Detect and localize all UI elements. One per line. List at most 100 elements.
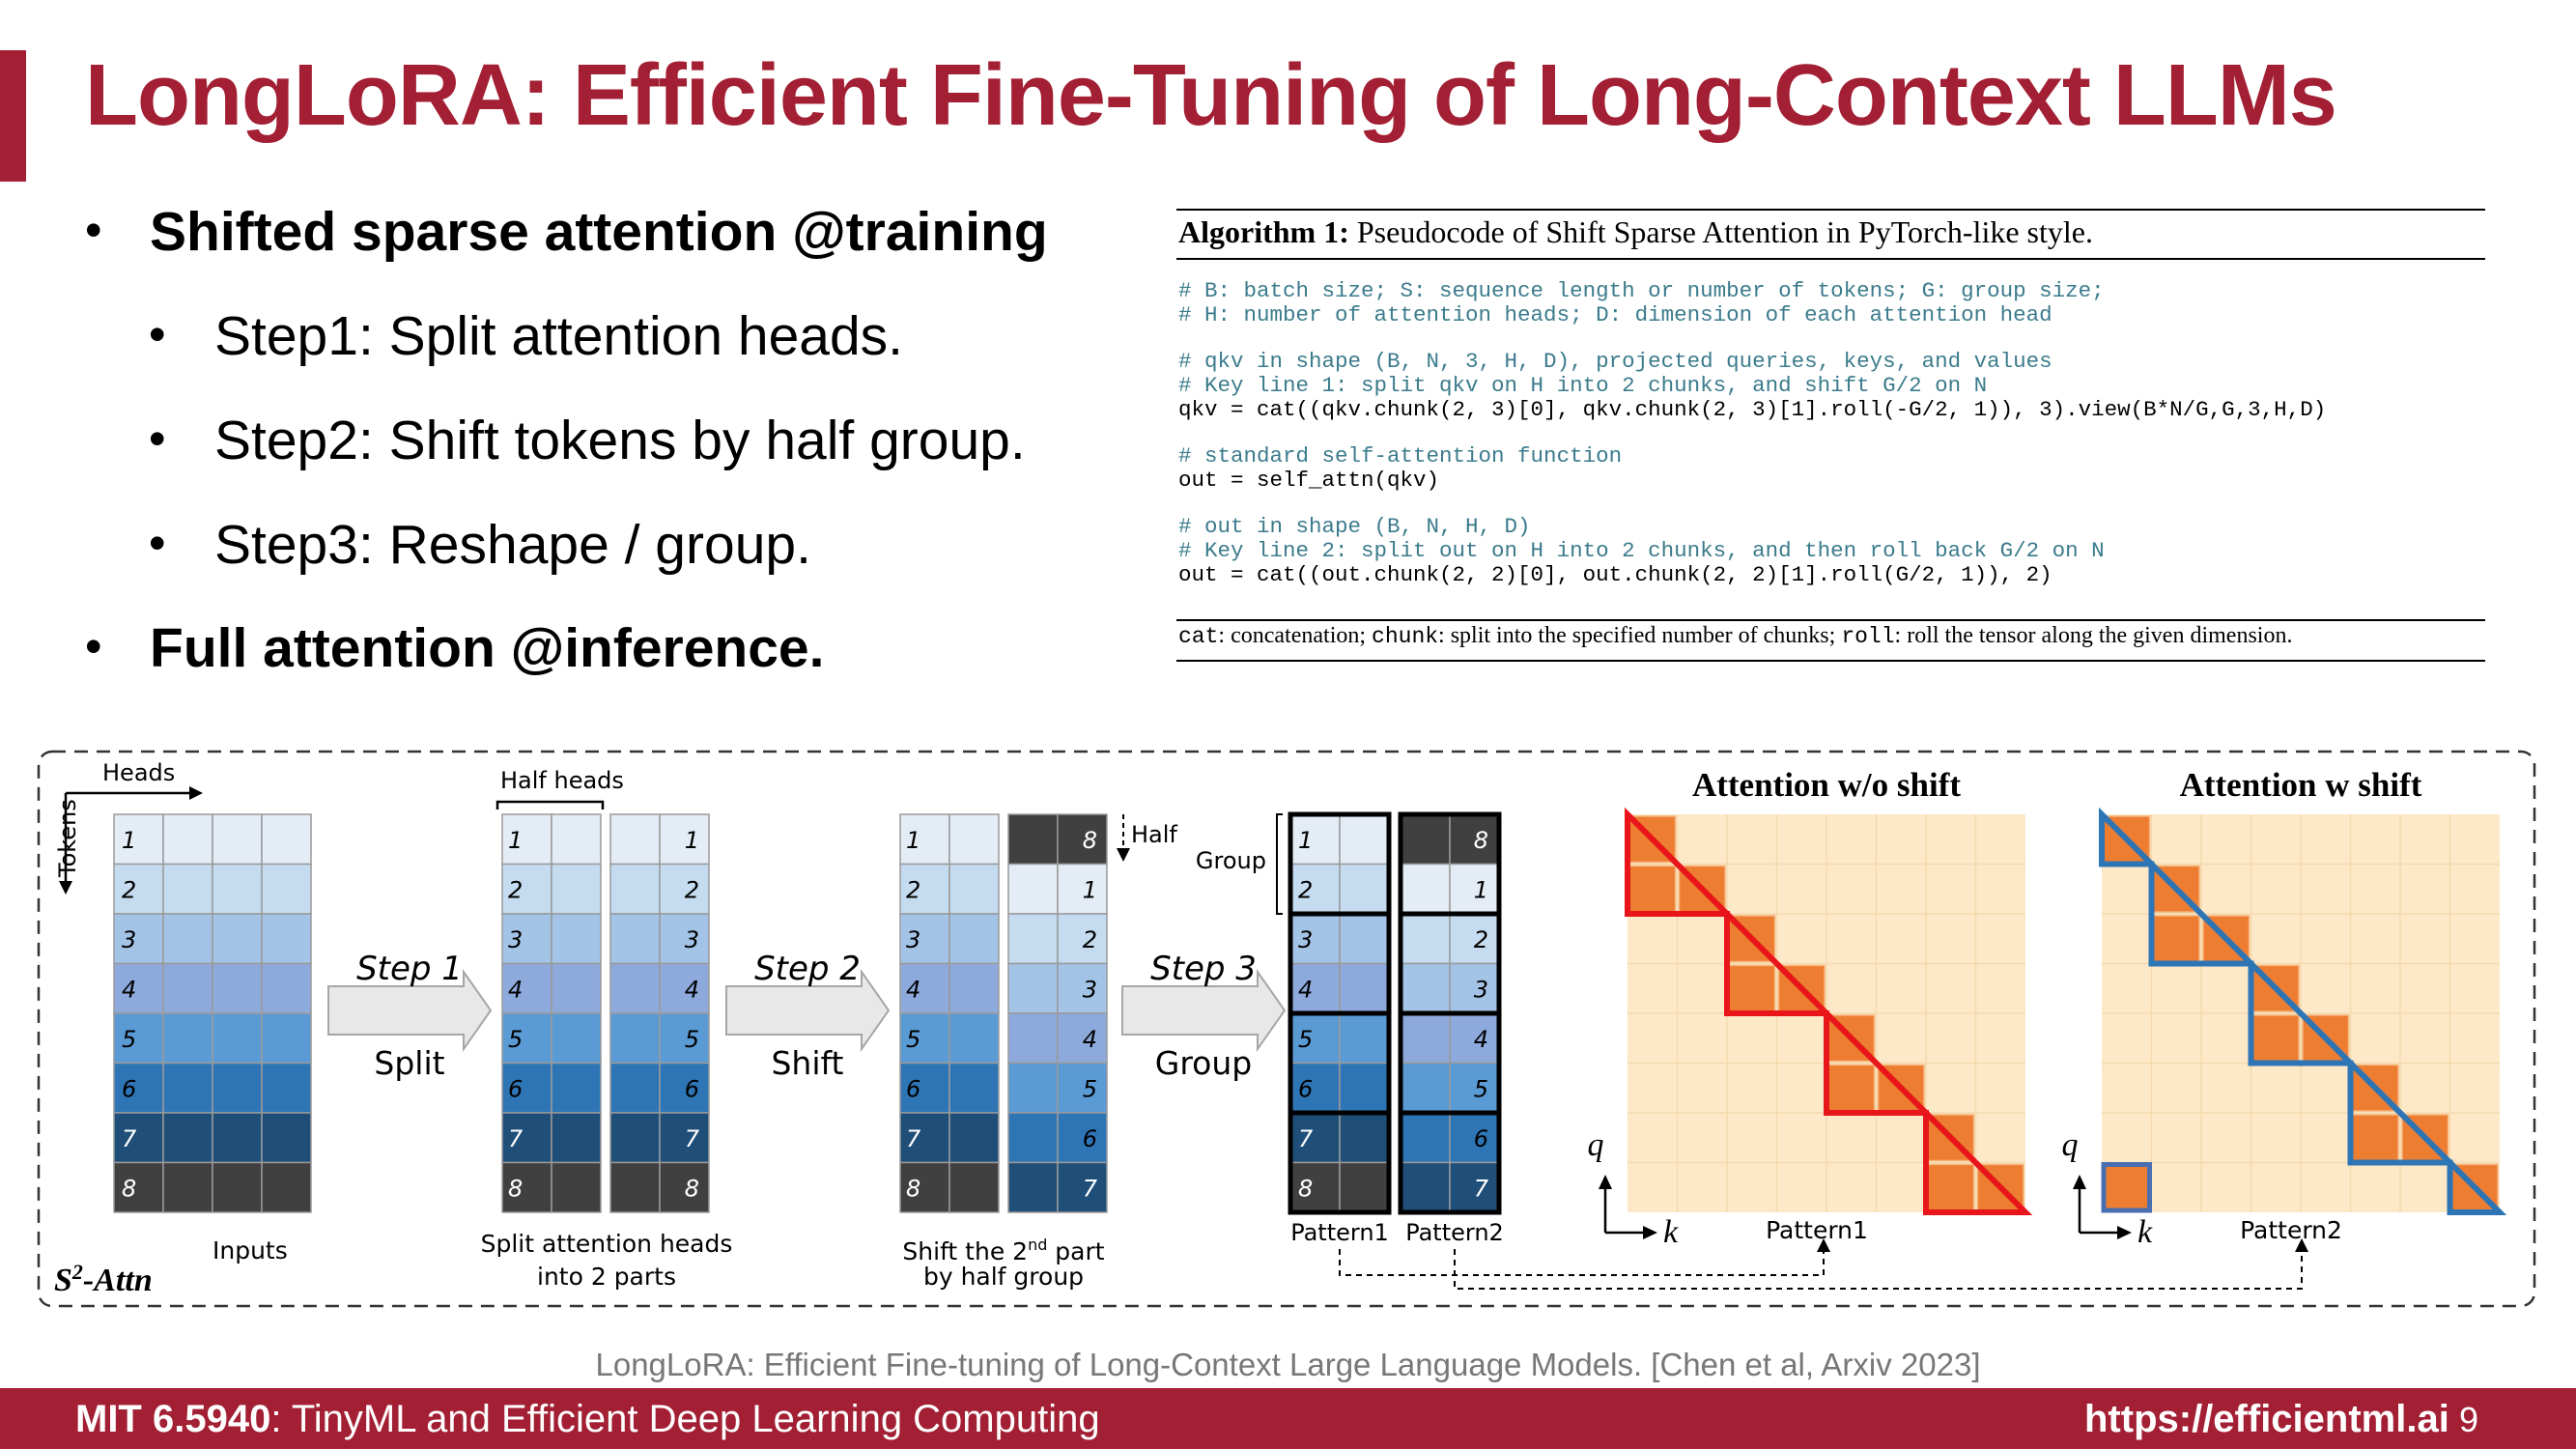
token-index-label: 2 (122, 877, 136, 904)
split-right-cell (659, 1161, 710, 1213)
pattern2-outline (2099, 807, 2507, 1215)
shift-right-cell (1007, 1161, 1059, 1213)
group-left-block (1288, 1110, 1392, 1215)
algorithm-footnote: cat: concatenation; chunk: split into th… (1178, 623, 2292, 649)
code-comment-line: # qkv in shape (B, N, 3, H, D), projecte… (1178, 349, 2052, 374)
token-index-label: 7 (906, 1125, 921, 1152)
token-index-label: 7 (685, 1125, 700, 1152)
token-index-label: 8 (1083, 827, 1097, 854)
group-label: Group (1196, 847, 1266, 874)
group-right-cell (1400, 1062, 1451, 1114)
footnote-term: chunk (1372, 624, 1439, 649)
token-index-label: 5 (685, 1026, 699, 1053)
split-right-cell (609, 1161, 661, 1213)
group-left-cell (1339, 962, 1390, 1014)
input-token-cell (162, 863, 213, 915)
k-axis-arrowhead (2117, 1226, 2132, 1239)
step-arrow (725, 968, 891, 1053)
token-index-label: 5 (508, 1026, 523, 1053)
attention-active-cell (1728, 964, 1776, 1012)
token-index-label: 5 (1474, 1076, 1488, 1103)
split-left-cell (551, 1062, 602, 1114)
attention-active-cell (2251, 1014, 2300, 1063)
attention-active-cell (2351, 1114, 2399, 1162)
input-token-cell (261, 813, 312, 866)
algo-top-rule (1176, 209, 2485, 211)
inputs-caption: Inputs (212, 1236, 288, 1264)
shift-right-cell (1007, 913, 1059, 965)
input-token-cell (261, 1062, 312, 1114)
input-token-cell (261, 1112, 312, 1164)
input-token-cell (212, 962, 263, 1014)
token-index-label: 6 (1474, 1125, 1488, 1152)
token-index-label: 4 (685, 977, 699, 1004)
shift-right-cell (1057, 863, 1108, 915)
split-right-cell (659, 913, 710, 965)
s2-attn-sup: 2 (71, 1260, 83, 1284)
token-index-label: 7 (1474, 1176, 1489, 1203)
footer-course: MIT 6.5940: TinyML and Efficient Deep Le… (75, 1398, 1100, 1441)
token-index-label: 8 (1474, 827, 1488, 854)
footer-course-code: MIT 6.5940 (75, 1398, 271, 1440)
token-index-label: 4 (1083, 1026, 1097, 1053)
token-index-label: 2 (1298, 877, 1313, 904)
figure-svg: Heads Tokens 1 2 3 4 5 6 7 8 Inputs Step 1 Split Step… (37, 750, 2536, 1308)
shift-right-cell (1057, 1161, 1108, 1213)
shift-left-cell (948, 1012, 1000, 1065)
shift-right-cell (1057, 913, 1108, 965)
token-index-label: 3 (906, 926, 920, 953)
shift-left-cell (948, 1112, 1000, 1164)
group-left-cell (1339, 1012, 1390, 1065)
token-index-label: 1 (508, 827, 523, 854)
pattern2-connector (1454, 1249, 2303, 1290)
shift-right-cell (1057, 813, 1108, 866)
split-caption-line1: Split attention heads (481, 1230, 733, 1258)
code-comment-line: # H: number of attention heads; D: dimen… (1178, 302, 2052, 327)
shift-left-cell (948, 863, 1000, 915)
group-left-cell (1339, 1161, 1390, 1213)
pattern2-corner-cell (2101, 1162, 2152, 1213)
pattern2-connector-arrowhead (2295, 1238, 2308, 1252)
shift-caption-pre: Shift the 2 (902, 1237, 1028, 1265)
heads-axis-arrowhead (189, 786, 203, 800)
q-axis-label: q (1588, 1127, 1604, 1163)
input-token-cell (162, 1012, 213, 1065)
input-token-cell (162, 913, 213, 965)
token-index-label: 4 (122, 977, 136, 1004)
group-right-cell (1400, 1161, 1451, 1213)
group-pattern2-label: Pattern2 (1405, 1219, 1504, 1246)
input-token-cell (162, 1112, 213, 1164)
token-index-label: 4 (508, 977, 523, 1004)
bullet-item: Step2: Shift tokens by half group. (214, 410, 1026, 471)
algorithm-label: Algorithm 1: (1178, 214, 1349, 249)
step-name-label: Step 1 (356, 950, 463, 988)
code-comment-line: # B: batch size; S: sequence length or n… (1178, 278, 2105, 303)
shift-right-cell (1057, 1062, 1108, 1114)
split-right-cell (609, 1112, 661, 1164)
token-index-label: 1 (122, 827, 136, 854)
q-axis-label: q (2062, 1127, 2079, 1163)
shift-left-cell (948, 813, 1000, 866)
split-right-cell (659, 962, 710, 1014)
group-right-cell (1400, 1012, 1451, 1065)
token-index-label: 8 (685, 1176, 699, 1203)
bullet-item: Step1: Split attention heads. (214, 305, 904, 367)
split-right-cell (659, 1062, 710, 1114)
code-comment-line: # Key line 1: split qkv on H into 2 chun… (1178, 373, 1988, 398)
footer-url-link[interactable]: https://efficientml.ai (2084, 1398, 2449, 1440)
input-token-cell (261, 962, 312, 1014)
token-index-label: 1 (685, 827, 699, 854)
input-token-cell (113, 813, 164, 866)
input-token-cell (212, 1062, 263, 1114)
q-axis-arrowhead (1599, 1175, 1612, 1189)
group-right-cell (1400, 813, 1451, 866)
bullet-item: Shifted sparse attention @training (150, 201, 1048, 263)
group-left-cell (1289, 962, 1341, 1014)
split-right-cell (659, 813, 710, 866)
input-token-cell (113, 962, 164, 1014)
shift-left-cell (948, 1161, 1000, 1213)
bullet-marker: • (149, 307, 166, 361)
input-token-cell (212, 913, 263, 965)
figure-dashed-border (37, 750, 2536, 1308)
input-token-cell (261, 1161, 312, 1213)
